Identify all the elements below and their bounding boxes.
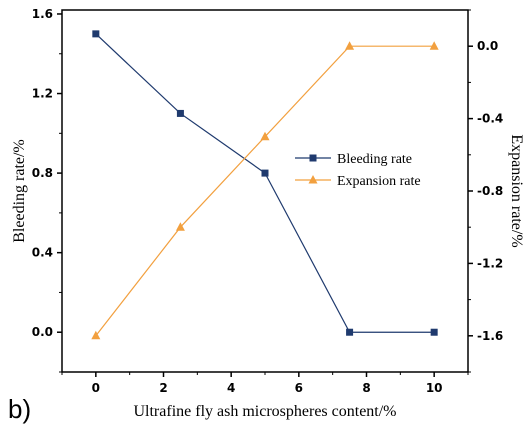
y-left-tick-label: 0.0 (32, 325, 53, 339)
y-left-tick-label: 0.4 (32, 246, 53, 260)
y-axis-right-title: Expansion rate/% (508, 134, 524, 247)
data-point-square (261, 169, 269, 177)
y-axis-left-title: Bleeding rate/% (11, 139, 28, 243)
data-point-triangle (260, 131, 270, 141)
y-right-tick-label: 0.0 (477, 39, 498, 53)
x-tick-label: 8 (362, 381, 370, 395)
x-tick-label: 4 (227, 381, 235, 395)
legend-marker-triangle (308, 175, 318, 184)
axes: 0 2 4 6 8 10 0.0 0.4 0.8 1.2 1.6 -1.6 -1.2 -0.8 -0.4 0.… (32, 7, 504, 395)
series-group (91, 30, 439, 340)
y-right-tick-label: -0.4 (477, 112, 503, 126)
data-point-square (92, 30, 100, 38)
data-point-triangle (91, 330, 101, 340)
y-left-tick-label: 0.8 (32, 166, 53, 180)
x-tick-label: 6 (295, 381, 303, 395)
x-tick-label: 0 (92, 381, 100, 395)
series-line-2 (95, 45, 435, 337)
panel-label: b) (8, 394, 31, 424)
y-right-tick-label: -0.8 (477, 184, 503, 198)
legend-label: Bleeding rate (337, 152, 412, 167)
data-point-square (176, 109, 184, 117)
data-point-triangle (345, 41, 355, 50)
legend: Bleeding rate Expansion rate (295, 152, 421, 189)
data-point-triangle (175, 222, 185, 231)
x-tick-label: 2 (159, 381, 167, 395)
y-right-tick-label: -1.6 (477, 329, 503, 343)
plot-frame (61, 9, 469, 373)
x-tick-label: 10 (426, 381, 443, 395)
data-point-square (346, 328, 354, 336)
y-right-tick-label: -1.2 (477, 256, 503, 270)
data-point-triangle (429, 41, 439, 50)
y-left-tick-label: 1.6 (32, 7, 53, 21)
legend-marker-square (309, 154, 317, 162)
x-axis-title: Ultrafine fly ash microspheres content/% (133, 403, 396, 420)
legend-label: Expansion rate (337, 174, 421, 189)
data-point-square (430, 328, 438, 336)
y-left-tick-label: 1.2 (32, 87, 53, 101)
